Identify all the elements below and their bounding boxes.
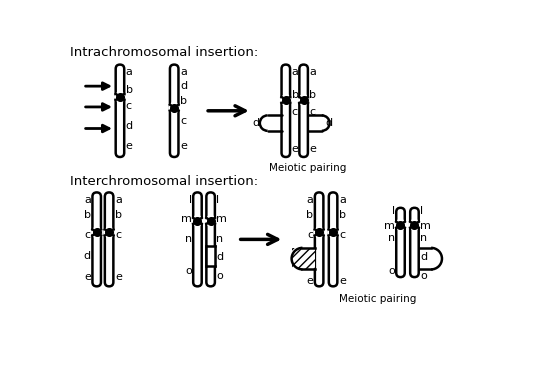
Text: c: c	[115, 230, 121, 240]
FancyBboxPatch shape	[93, 192, 101, 287]
Text: e: e	[339, 276, 346, 286]
Text: m: m	[216, 214, 228, 224]
Text: a: a	[292, 67, 299, 77]
Text: n: n	[185, 234, 192, 243]
Text: e: e	[309, 143, 316, 154]
FancyBboxPatch shape	[315, 192, 323, 287]
Text: Interchromosomal insertion:: Interchromosomal insertion:	[70, 175, 258, 188]
FancyBboxPatch shape	[299, 65, 308, 157]
Text: e: e	[307, 276, 313, 286]
Text: d: d	[306, 258, 313, 268]
Text: m: m	[384, 221, 395, 231]
FancyBboxPatch shape	[281, 65, 290, 157]
Text: m: m	[181, 214, 192, 224]
FancyBboxPatch shape	[315, 192, 323, 287]
Text: b: b	[309, 90, 316, 100]
Text: d: d	[325, 118, 332, 128]
Text: l: l	[188, 195, 192, 205]
Text: b: b	[115, 210, 122, 220]
Text: c: c	[85, 230, 91, 240]
FancyBboxPatch shape	[105, 192, 114, 287]
Text: e: e	[126, 141, 133, 151]
Text: l: l	[420, 206, 423, 216]
Text: e: e	[292, 143, 299, 154]
Text: n: n	[387, 233, 395, 243]
FancyBboxPatch shape	[207, 246, 215, 266]
Text: l: l	[216, 195, 220, 205]
Text: a: a	[339, 195, 346, 205]
Text: d: d	[216, 252, 224, 262]
Text: l: l	[392, 206, 395, 216]
Text: Meiotic pairing: Meiotic pairing	[269, 163, 346, 173]
FancyBboxPatch shape	[193, 192, 202, 287]
FancyBboxPatch shape	[397, 208, 405, 277]
Text: o: o	[420, 271, 427, 281]
Text: c: c	[126, 101, 132, 111]
Text: a: a	[126, 67, 133, 77]
Text: a: a	[309, 67, 316, 77]
Text: o: o	[185, 266, 192, 276]
FancyBboxPatch shape	[292, 248, 315, 269]
Text: c: c	[307, 230, 313, 240]
Text: o: o	[388, 266, 395, 276]
Text: Meiotic pairing: Meiotic pairing	[338, 294, 416, 304]
FancyBboxPatch shape	[329, 192, 337, 287]
Text: a: a	[84, 195, 91, 205]
Text: d: d	[126, 121, 133, 131]
Text: m: m	[420, 221, 431, 231]
Text: b: b	[180, 96, 187, 106]
Text: n: n	[420, 233, 427, 243]
Text: Intrachromosomal insertion:: Intrachromosomal insertion:	[70, 46, 259, 59]
Text: d: d	[253, 118, 260, 128]
Text: e: e	[84, 272, 91, 282]
Text: d: d	[84, 250, 91, 261]
Text: c: c	[180, 116, 186, 126]
Text: b: b	[306, 210, 313, 220]
Text: e: e	[180, 141, 187, 151]
Text: d: d	[420, 252, 427, 262]
FancyBboxPatch shape	[116, 65, 124, 157]
Text: c: c	[309, 107, 316, 116]
Text: a: a	[307, 195, 313, 205]
Text: d: d	[180, 81, 187, 91]
Text: c: c	[339, 230, 345, 240]
Text: o: o	[216, 271, 223, 281]
Text: b: b	[292, 90, 299, 100]
FancyBboxPatch shape	[410, 208, 419, 277]
Text: b: b	[339, 210, 346, 220]
FancyBboxPatch shape	[105, 192, 114, 287]
FancyBboxPatch shape	[329, 192, 337, 287]
FancyBboxPatch shape	[207, 192, 215, 287]
Text: c: c	[292, 107, 298, 116]
Text: a: a	[115, 195, 122, 205]
Text: b: b	[84, 210, 91, 220]
Text: b: b	[126, 85, 133, 95]
FancyBboxPatch shape	[170, 65, 179, 157]
Text: a: a	[180, 67, 187, 77]
Text: n: n	[216, 234, 224, 243]
FancyBboxPatch shape	[93, 192, 101, 287]
Text: e: e	[115, 272, 122, 282]
